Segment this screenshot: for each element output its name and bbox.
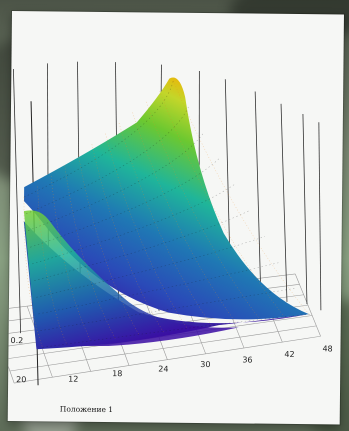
x-axis-label: Положение 1 [60, 405, 113, 415]
back-wall-grid-line [12, 69, 22, 334]
x-tick-label: 30 [200, 360, 210, 369]
surface-mesh-line [64, 165, 116, 339]
x-tick-label: 12 [68, 375, 78, 384]
floor-grid-line [9, 325, 317, 372]
surface-mesh-line [30, 158, 220, 248]
surface-mesh-line [91, 144, 164, 333]
surface-mesh-line [145, 101, 261, 321]
surface-mesh-line [42, 313, 311, 348]
surface-mesh-line [173, 80, 310, 315]
surface-left-patch [23, 210, 239, 348]
tick-labels: 12 18 24 30 36 42 48 20 0.2 [11, 336, 333, 384]
surface-mesh-line [23, 197, 43, 348]
surface-mesh [23, 80, 311, 348]
surface-mesh-line [50, 175, 92, 342]
floor-grid-line [7, 310, 15, 384]
surface-mesh-line [105, 133, 188, 330]
surface-mesh-line [159, 91, 285, 318]
surface-mesh-line [36, 236, 266, 298]
back-wall-grid-line [302, 114, 308, 305]
x-tick-label: 24 [158, 365, 168, 374]
x-tick-label: 36 [242, 355, 252, 364]
surface-main-patch [24, 77, 309, 320]
back-wall-grid-line [280, 103, 288, 302]
surface-mesh-line [38, 262, 281, 315]
surface-mesh-line [28, 132, 205, 231]
back-wall-grid-line [318, 122, 322, 311]
surface-mesh-line [78, 154, 140, 336]
x-tick-label: 48 [322, 344, 332, 353]
printed-page: 12 18 24 30 36 42 48 20 0.2 Положение 1 [7, 11, 344, 425]
back-wall-grid-line [254, 91, 262, 302]
y-tick-label: 20 [16, 375, 26, 384]
surface-layer [23, 77, 309, 350]
floor-grid-line [14, 335, 321, 384]
z-tick-label: 0.2 [11, 336, 24, 345]
surface-mesh-line [26, 106, 189, 215]
x-tick-label: 42 [284, 350, 294, 359]
x-tick-label: 18 [112, 369, 122, 378]
surface-chart: 12 18 24 30 36 42 48 20 0.2 Положение 1 [7, 61, 333, 415]
